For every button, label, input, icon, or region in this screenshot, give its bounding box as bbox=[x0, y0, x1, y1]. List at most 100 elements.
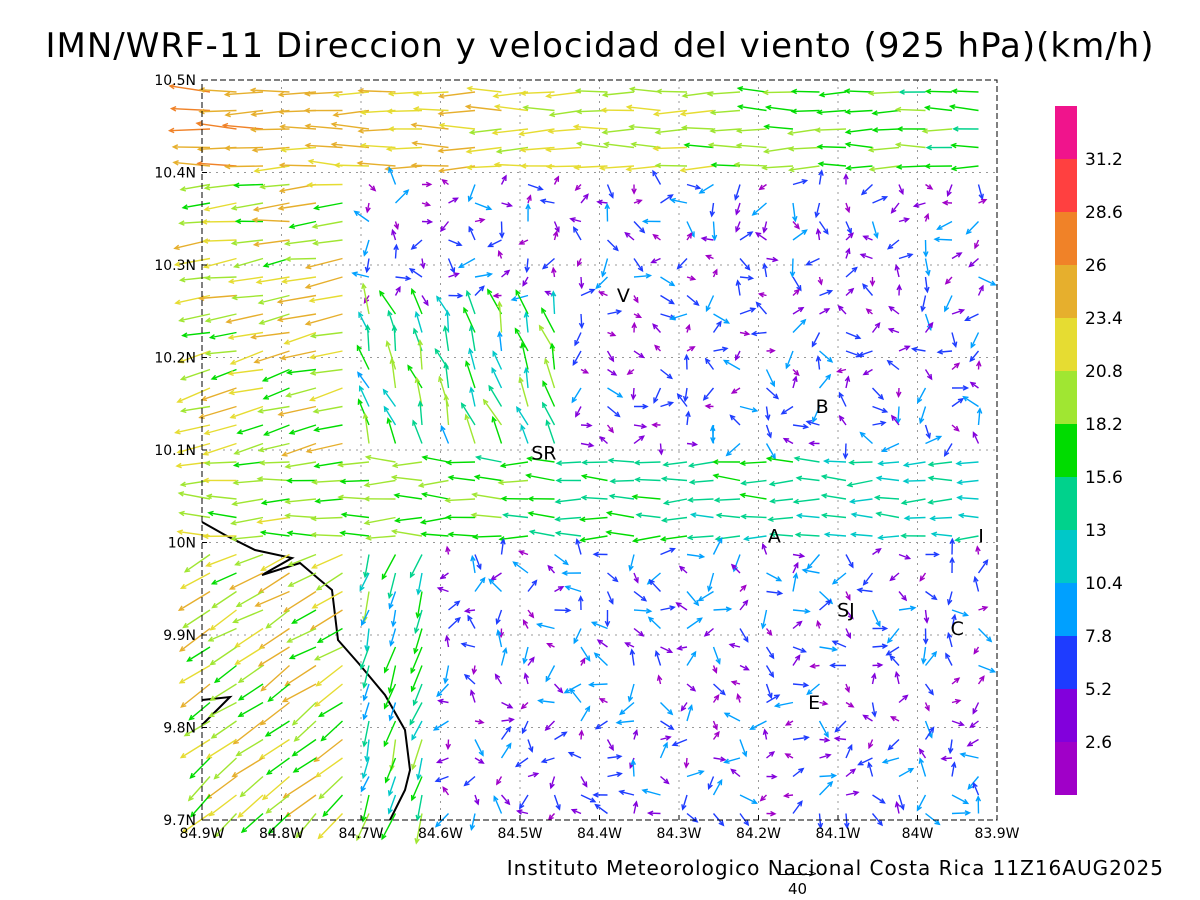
wind-arrow bbox=[496, 776, 503, 786]
wind-arrow bbox=[659, 535, 688, 542]
wind-arrow bbox=[203, 183, 237, 191]
wind-arrow bbox=[169, 105, 211, 112]
wind-arrow bbox=[390, 528, 423, 537]
wind-arrow bbox=[172, 160, 211, 167]
wind-arrow bbox=[739, 231, 754, 241]
wind-arrow bbox=[518, 128, 555, 137]
wind-arrow bbox=[951, 332, 958, 349]
wind-arrow bbox=[361, 282, 370, 315]
wind-arrow bbox=[890, 202, 900, 214]
wind-arrow bbox=[249, 126, 290, 133]
wind-arrow bbox=[564, 585, 582, 593]
wind-arrow bbox=[930, 531, 953, 538]
wind-arrow bbox=[415, 591, 423, 619]
wind-arrow bbox=[365, 202, 371, 214]
wind-arrow bbox=[213, 757, 237, 780]
wind-arrow bbox=[278, 162, 317, 168]
wind-arrow bbox=[255, 276, 290, 285]
wind-arrow bbox=[924, 88, 953, 95]
wind-arrow bbox=[871, 387, 885, 401]
wind-arrow bbox=[757, 292, 767, 298]
wind-arrow bbox=[686, 183, 702, 190]
wind-arrow bbox=[676, 258, 688, 270]
wind-arrow bbox=[631, 184, 637, 195]
wind-arrow bbox=[547, 813, 556, 821]
wind-arrow bbox=[180, 683, 211, 708]
wind-arrow bbox=[860, 183, 873, 196]
wind-arrow bbox=[600, 258, 609, 278]
wind-arrow bbox=[916, 794, 927, 812]
wind-arrow bbox=[460, 642, 476, 648]
wind-arrow bbox=[227, 331, 264, 340]
wind-arrow bbox=[923, 212, 930, 222]
wind-arrow bbox=[818, 373, 832, 389]
wind-arrow bbox=[590, 621, 608, 630]
wind-arrow bbox=[978, 276, 997, 286]
wind-arrow bbox=[309, 368, 343, 376]
x-tick-label: 84.8W bbox=[259, 826, 304, 842]
wind-arrow bbox=[723, 712, 741, 722]
wind-arrow bbox=[782, 792, 794, 799]
wind-arrow bbox=[221, 122, 264, 130]
wind-arrow bbox=[712, 665, 718, 674]
wind-arrow bbox=[766, 750, 776, 759]
wind-arrow bbox=[896, 283, 903, 296]
wind-arrow bbox=[765, 683, 773, 700]
wind-arrow bbox=[845, 768, 857, 778]
wind-arrow bbox=[381, 554, 397, 581]
wind-arrow bbox=[580, 368, 590, 374]
wind-arrow bbox=[742, 535, 767, 542]
wind-arrow bbox=[709, 109, 741, 116]
wind-arrow bbox=[762, 728, 769, 740]
wind-arrow bbox=[233, 257, 264, 269]
wind-arrow bbox=[819, 599, 832, 611]
wind-arrow bbox=[357, 371, 370, 389]
wind-arrow bbox=[889, 572, 900, 582]
wind-arrow bbox=[952, 126, 979, 132]
wind-arrow bbox=[572, 226, 582, 241]
x-tick-label: 84.7W bbox=[338, 826, 383, 842]
x-tick-label: 84.1W bbox=[815, 826, 860, 842]
y-tick-label: 10.1N bbox=[154, 443, 196, 459]
wind-arrow bbox=[669, 197, 688, 204]
wind-arrow bbox=[739, 460, 767, 466]
wind-arrow bbox=[762, 89, 794, 96]
wind-arrow bbox=[391, 324, 398, 352]
wind-arrow bbox=[412, 419, 423, 444]
wind-arrow bbox=[388, 702, 397, 722]
wind-arrow bbox=[896, 126, 926, 132]
wind-arrow bbox=[924, 321, 934, 333]
wind-arrow bbox=[522, 646, 529, 665]
wind-arrow bbox=[609, 478, 635, 484]
wind-arrow bbox=[407, 364, 423, 389]
wind-arrow bbox=[444, 634, 451, 648]
wind-arrow bbox=[227, 368, 264, 377]
wind-arrow bbox=[468, 225, 476, 241]
wind-arrow bbox=[569, 217, 582, 223]
wind-arrow bbox=[554, 530, 582, 537]
wind-arrow bbox=[862, 714, 873, 722]
wind-arrow bbox=[528, 529, 555, 537]
wind-arrow bbox=[819, 646, 839, 652]
x-tick-label: 83.9W bbox=[974, 826, 1019, 842]
wind-arrow bbox=[848, 459, 873, 466]
wind-arrow bbox=[898, 553, 912, 560]
wind-arrow bbox=[790, 108, 820, 115]
wind-arrow bbox=[949, 556, 955, 574]
wind-arrow bbox=[633, 221, 646, 234]
wind-arrow bbox=[635, 512, 661, 519]
wind-arrow bbox=[362, 239, 370, 257]
wind-arrow bbox=[439, 572, 449, 580]
wind-arrow bbox=[315, 572, 343, 591]
wind-arrow bbox=[444, 309, 451, 333]
wind-arrow bbox=[306, 182, 343, 188]
wind-arrow bbox=[817, 276, 824, 286]
wind-arrow bbox=[501, 717, 515, 723]
wind-arrow bbox=[820, 493, 847, 500]
wind-arrow bbox=[436, 295, 450, 315]
wind-arrow bbox=[234, 646, 264, 665]
wind-arrow bbox=[871, 672, 877, 685]
wind-arrow bbox=[361, 794, 370, 823]
wind-arrow bbox=[598, 291, 608, 297]
wind-arrow bbox=[629, 648, 636, 666]
